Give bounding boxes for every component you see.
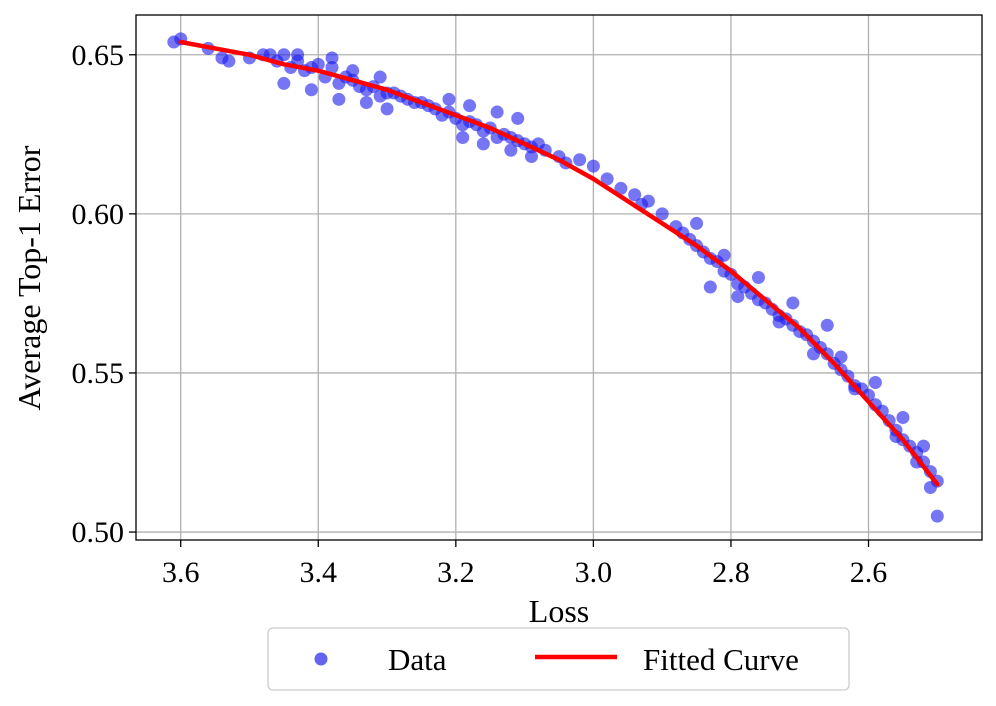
data-point: [325, 61, 339, 74]
x-tick-label: 3.2: [437, 556, 475, 589]
x-tick-label: 3.4: [300, 556, 338, 589]
data-point: [923, 481, 937, 494]
data-point: [373, 70, 387, 84]
data-point: [346, 64, 360, 78]
data-point: [786, 296, 800, 310]
data-point: [751, 271, 765, 284]
y-tick-label: 0.50: [72, 516, 125, 549]
data-point: [463, 99, 477, 113]
legend-label-data: Data: [388, 642, 447, 677]
data-point: [731, 290, 745, 304]
data-point: [490, 105, 504, 119]
data-point: [456, 131, 470, 144]
data-point: [291, 48, 305, 62]
axis-ticks: 3.6 3.4 3.2 3.0 2.8 2.6 0.50 0.55 0.60 0.65: [72, 39, 888, 589]
data-point: [504, 143, 518, 157]
legend-label-fitted-curve: Fitted Curve: [643, 642, 799, 677]
data-point: [834, 350, 848, 364]
x-tick-label: 2.6: [850, 556, 888, 589]
data-point: [524, 150, 538, 164]
data-point: [442, 92, 456, 106]
data-point: [655, 207, 669, 221]
data-point: [222, 54, 236, 68]
x-tick-label: 3.6: [162, 556, 200, 589]
data-point: [717, 248, 731, 262]
data-point: [641, 194, 655, 208]
data-point: [820, 318, 834, 332]
data-point: [690, 216, 704, 230]
data-point: [772, 315, 786, 329]
data-point: [614, 181, 628, 195]
data-point: [930, 509, 944, 523]
data-point: [573, 153, 587, 167]
data-point: [380, 102, 394, 116]
data-point: [586, 159, 600, 173]
data-point: [277, 48, 291, 62]
data-point: [806, 347, 820, 361]
data-point: [325, 51, 339, 65]
x-tick-label: 2.8: [712, 556, 750, 589]
fitted-curve-layer: [178, 39, 940, 487]
fitted-curve-line: [178, 39, 940, 487]
y-axis-label: Average Top-1 Error: [11, 145, 47, 410]
x-tick-label: 3.0: [575, 556, 613, 589]
data-point: [703, 280, 717, 294]
data-point: [332, 92, 346, 106]
scatter-points: [167, 32, 944, 523]
x-axis-label: Loss: [529, 593, 589, 629]
grid-lines: [136, 15, 982, 540]
data-point: [628, 188, 642, 202]
data-point: [868, 376, 882, 389]
y-tick-label: 0.60: [72, 198, 125, 231]
y-tick-label: 0.55: [72, 357, 125, 390]
data-point: [917, 439, 931, 453]
data-point: [359, 96, 373, 109]
legend: Data Fitted Curve: [267, 627, 850, 691]
data-point: [311, 57, 325, 71]
data-point: [600, 172, 614, 186]
data-point: [304, 83, 318, 97]
data-point: [476, 137, 490, 151]
legend-marker-data: [314, 652, 328, 666]
data-point: [277, 76, 291, 90]
y-tick-label: 0.65: [72, 39, 125, 72]
plot-frame: [135, 14, 983, 541]
data-point: [896, 411, 910, 424]
data-point: [511, 111, 525, 125]
